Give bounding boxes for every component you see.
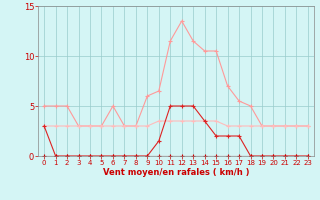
X-axis label: Vent moyen/en rafales ( km/h ): Vent moyen/en rafales ( km/h )	[103, 168, 249, 177]
